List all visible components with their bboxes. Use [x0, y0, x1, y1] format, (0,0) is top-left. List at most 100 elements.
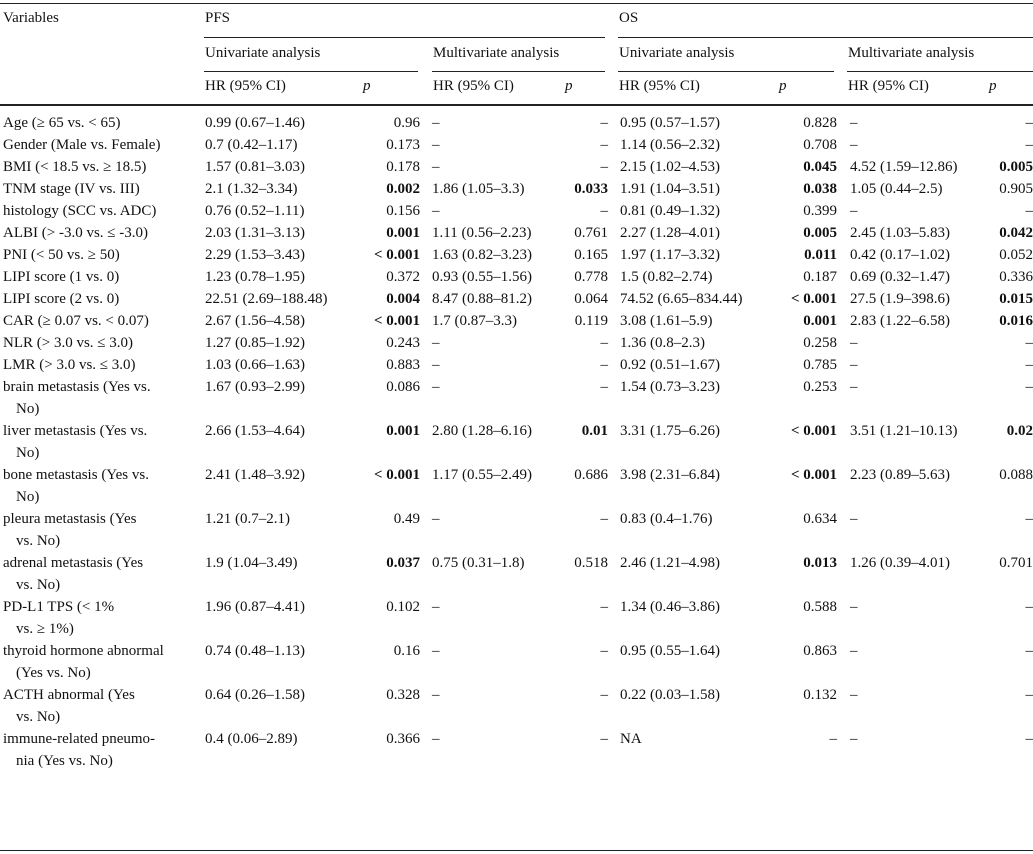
spacer-cell	[837, 354, 850, 376]
variable-label: vs. No)	[16, 577, 61, 593]
variable-cell: ALBI (> -3.0 vs. ≤ -3.0)	[0, 222, 205, 244]
spacer-cell	[608, 420, 620, 464]
cell-os-m-p: 0.701	[999, 555, 1033, 571]
cell-pfs-m-hr: –	[432, 335, 440, 351]
header-os-u-hr: HR (95% CI)	[619, 78, 700, 94]
spacer-cell	[608, 112, 620, 134]
cell-pfs-m-hr: 8.47 (0.88–81.2)	[432, 291, 532, 307]
variable-cell: TNM stage (IV vs. III)	[0, 178, 205, 200]
cell-os-m-hr: 1.05 (0.44–2.5)	[850, 181, 943, 197]
cell-os-u-hr: 2.15 (1.02–4.53)	[620, 159, 720, 175]
spacer-cell	[420, 728, 432, 772]
cell-pfs-u-hr: 0.99 (0.67–1.46)	[205, 115, 305, 131]
cell-os-u-hr: 0.22 (0.03–1.58)	[620, 687, 720, 703]
cell-os-m-p: –	[1025, 335, 1033, 351]
variable-cell: bone metastasis (Yes vs. No)	[0, 464, 205, 508]
cell-os-m-hr: 27.5 (1.9–398.6)	[850, 291, 950, 307]
cell-os-u-hr: 1.54 (0.73–3.23)	[620, 379, 720, 395]
variable-label: (Yes vs. No)	[16, 665, 91, 681]
cell-os-m-p: –	[1025, 357, 1033, 373]
table-row: TNM stage (IV vs. III) 2.1 (1.32–3.34) 0.0…	[0, 178, 1033, 200]
spacer-cell	[420, 310, 432, 332]
cell-os-u-hr: 3.98 (2.31–6.84)	[620, 467, 720, 483]
variable-cell: Age (≥ 65 vs. < 65)	[0, 112, 205, 134]
spacer-cell	[608, 288, 620, 310]
variable-label: Age (≥ 65 vs. < 65)	[3, 115, 121, 131]
variable-cell: ACTH abnormal (Yes vs. No)	[0, 684, 205, 728]
cell-os-m-p: –	[1025, 687, 1033, 703]
spacer-cell	[608, 332, 620, 354]
spacer-cell	[608, 266, 620, 288]
cell-pfs-m-p: –	[600, 731, 609, 747]
pfs-rule	[204, 37, 605, 38]
cell-os-u-hr: 2.27 (1.28–4.01)	[620, 225, 720, 241]
spacer-cell	[837, 112, 850, 134]
variable-cell: thyroid hormone abnormal (Yes vs. No)	[0, 640, 205, 684]
cell-pfs-u-p: 0.16	[393, 643, 420, 659]
cell-os-u-p: 0.187	[803, 269, 837, 285]
cell-pfs-u-hr: 1.03 (0.66–1.63)	[205, 357, 305, 373]
table-row: BMI (< 18.5 vs. ≥ 18.5) 1.57 (0.81–3.03) 0…	[0, 156, 1033, 178]
cell-pfs-u-p: 0.086	[386, 379, 420, 395]
variable-cell: pleura metastasis (Yes vs. No)	[0, 508, 205, 552]
cell-os-m-hr: 3.51 (1.21–10.13)	[850, 423, 958, 439]
spacer-cell	[420, 178, 432, 200]
cell-os-m-hr: –	[850, 203, 858, 219]
variable-label: vs. No)	[16, 709, 61, 725]
cell-pfs-m-hr: –	[432, 687, 440, 703]
cell-os-u-p: 0.399	[803, 203, 837, 219]
spacer-cell	[837, 332, 850, 354]
spacer-cell	[837, 640, 850, 684]
spacer-cell	[837, 508, 850, 552]
cell-pfs-u-p: 0.372	[386, 269, 420, 285]
cell-os-m-p: 0.052	[999, 247, 1033, 263]
cell-pfs-m-p: –	[600, 159, 609, 175]
cell-pfs-u-hr: 0.64 (0.26–1.58)	[205, 687, 305, 703]
cell-os-u-p: 0.634	[803, 511, 837, 527]
cell-os-u-p: 0.011	[804, 247, 837, 263]
cell-os-u-hr: 0.92 (0.51–1.67)	[620, 357, 720, 373]
spacer-cell	[420, 552, 432, 596]
cell-pfs-m-hr: –	[432, 511, 440, 527]
variable-label: TNM stage (IV vs. III)	[3, 181, 140, 197]
cell-os-m-hr: 0.69 (0.32–1.47)	[850, 269, 950, 285]
table-row: NLR (> 3.0 vs. ≤ 3.0) 1.27 (0.85–1.92) 0.2…	[0, 332, 1033, 354]
spacer-cell	[837, 420, 850, 464]
os-univariate-rule	[618, 71, 834, 72]
spacer-cell	[420, 244, 432, 266]
cell-pfs-m-p: –	[600, 115, 609, 131]
spacer-cell	[837, 244, 850, 266]
spacer-cell	[420, 508, 432, 552]
spacer-cell	[837, 376, 850, 420]
header-bottom-rule	[0, 104, 1033, 106]
cell-pfs-m-p: –	[600, 511, 609, 527]
cell-os-u-hr: 3.08 (1.61–5.9)	[620, 313, 713, 329]
cell-os-u-p: < 0.001	[790, 423, 837, 439]
spacer-cell	[837, 222, 850, 244]
cell-os-m-p: 0.02	[1006, 423, 1033, 439]
cell-pfs-m-p: 0.518	[574, 555, 608, 571]
cell-pfs-u-p: 0.002	[386, 181, 420, 197]
spacer-cell	[608, 354, 620, 376]
cell-pfs-u-hr: 1.27 (0.85–1.92)	[205, 335, 305, 351]
cell-pfs-u-p: 0.102	[386, 599, 420, 615]
spacer-cell	[608, 464, 620, 508]
spacer-cell	[837, 684, 850, 728]
cell-pfs-m-hr: 0.93 (0.55–1.56)	[432, 269, 532, 285]
cell-pfs-u-p: 0.178	[386, 159, 420, 175]
cell-os-m-p: 0.905	[999, 181, 1033, 197]
cell-os-m-p: 0.015	[999, 291, 1033, 307]
cell-pfs-m-hr: 1.63 (0.82–3.23)	[432, 247, 532, 263]
cell-pfs-u-p: 0.328	[386, 687, 420, 703]
spacer-cell	[608, 684, 620, 728]
variable-cell: LIPI score (1 vs. 0)	[0, 266, 205, 288]
spacer-cell	[420, 684, 432, 728]
variable-label: No)	[16, 489, 40, 505]
spacer-cell	[420, 420, 432, 464]
cell-os-u-p: 0.785	[803, 357, 837, 373]
cell-os-m-hr: –	[850, 643, 858, 659]
table-row: LIPI score (2 vs. 0) 22.51 (2.69–188.48) 0…	[0, 288, 1033, 310]
spacer-cell	[608, 596, 620, 640]
header-os-univariate: Univariate analysis	[619, 45, 735, 61]
pfs-multivariate-rule	[432, 71, 605, 72]
